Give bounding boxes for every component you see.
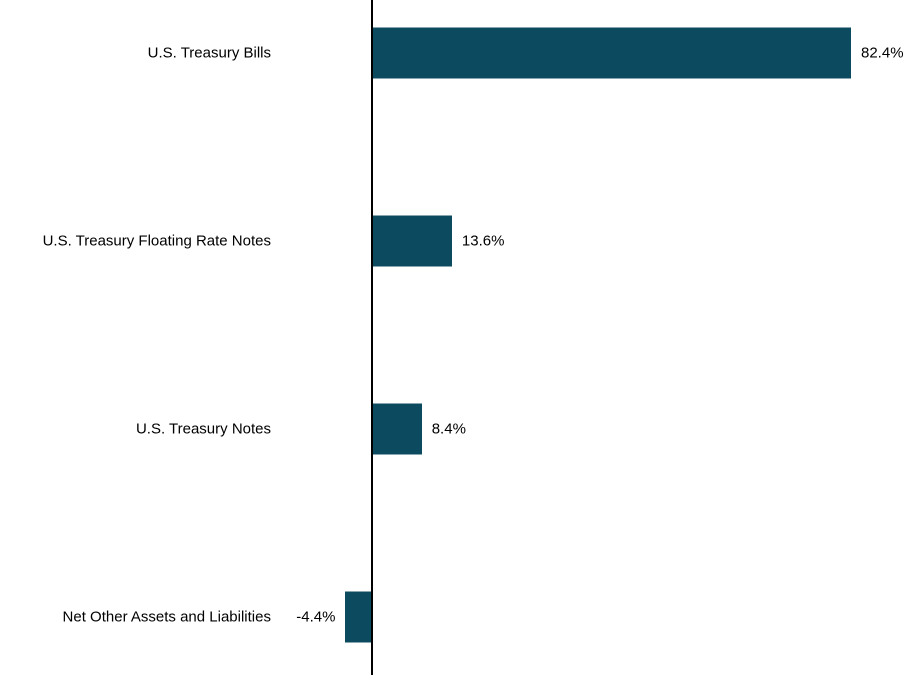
bar bbox=[373, 27, 851, 79]
bar bbox=[345, 591, 371, 643]
category-label: U.S. Treasury Notes bbox=[135, 420, 271, 438]
value-label: 82.4% bbox=[861, 44, 904, 62]
value-label: -4.4% bbox=[296, 608, 336, 626]
category-label: Net Other Assets and Liabilities bbox=[62, 608, 271, 626]
value-label: 13.6% bbox=[461, 232, 505, 250]
bar bbox=[373, 403, 422, 455]
category-label: U.S. Treasury Floating Rate Notes bbox=[42, 232, 271, 250]
category-label: U.S. Treasury Bills bbox=[147, 44, 271, 62]
value-label: 8.4% bbox=[431, 420, 466, 438]
bar bbox=[373, 215, 452, 267]
zero-axis-line bbox=[371, 0, 373, 675]
